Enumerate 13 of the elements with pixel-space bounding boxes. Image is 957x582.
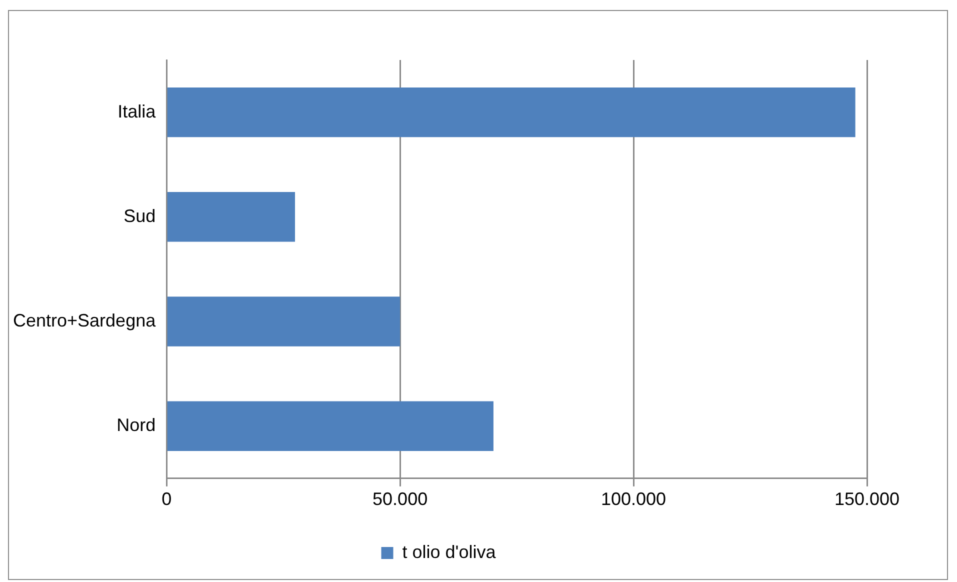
y-tick-label: Italia bbox=[118, 101, 157, 122]
x-tick-label: 100.000 bbox=[600, 489, 666, 510]
y-tick-label: Sud bbox=[124, 206, 156, 226]
bar bbox=[167, 87, 856, 138]
bar bbox=[167, 192, 296, 242]
bar bbox=[167, 401, 494, 451]
x-tick-label: 150.000 bbox=[834, 489, 900, 510]
y-tick-label: Centro+Sardegna bbox=[12, 310, 157, 330]
legend-label: t olio d'oliva bbox=[402, 542, 497, 562]
bar bbox=[167, 296, 400, 346]
x-tick-label: 0 bbox=[162, 489, 172, 510]
y-tick-label: Nord bbox=[116, 415, 156, 436]
x-tick-label: 50.000 bbox=[372, 489, 428, 510]
